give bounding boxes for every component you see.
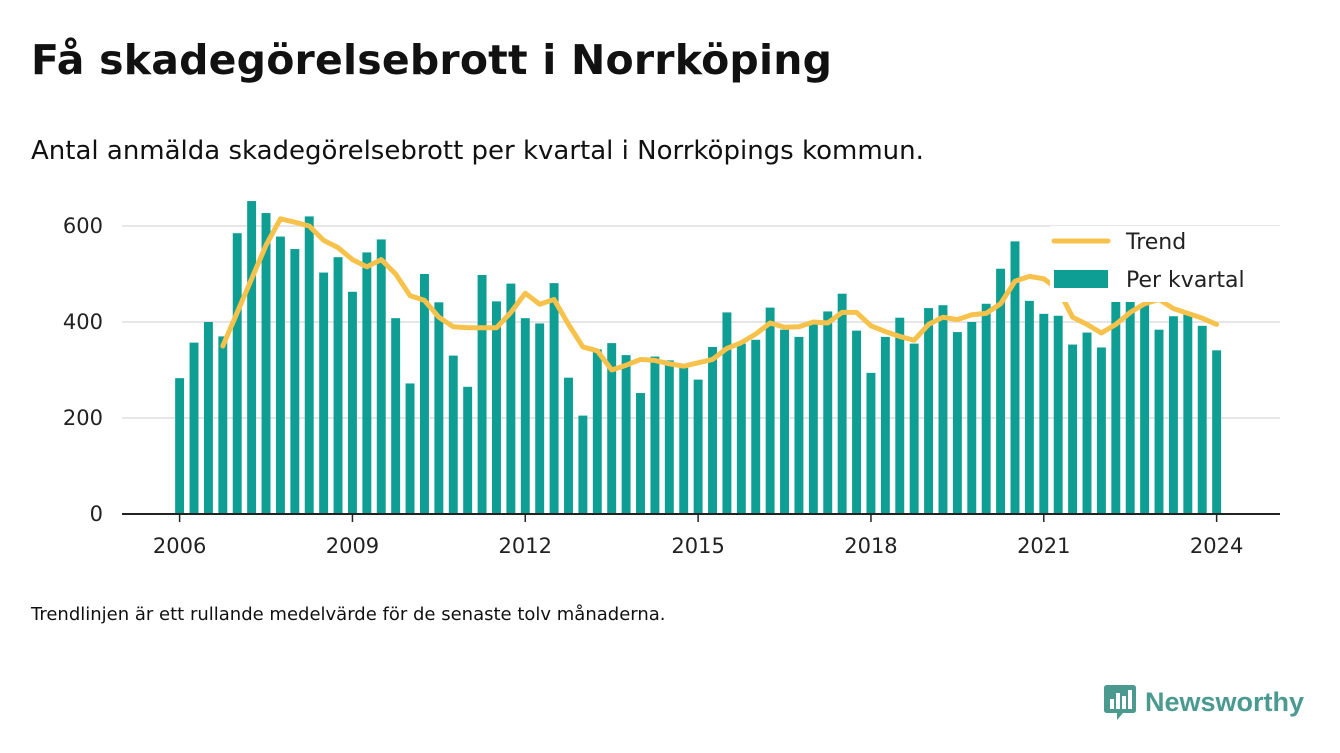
bar [1024, 300, 1034, 514]
bar [909, 343, 919, 514]
footnote: Trendlinjen är ett rullande medelvärde f… [31, 604, 666, 625]
bar [808, 323, 818, 514]
bar [218, 336, 228, 514]
bar [650, 356, 660, 514]
bar [852, 330, 862, 514]
bar [247, 201, 257, 515]
bar [1197, 325, 1207, 514]
brand-logo: Newsworthy [1103, 683, 1304, 721]
legend-bars-label: Per kvartal [1126, 268, 1245, 293]
bar [938, 305, 948, 514]
bar [520, 318, 530, 514]
bar [952, 332, 962, 514]
bar [333, 257, 343, 514]
x-tick-label: 2018 [844, 534, 897, 558]
y-tick-label: 0 [90, 502, 103, 526]
bar [232, 233, 242, 514]
bar [837, 293, 847, 514]
bar [1154, 329, 1164, 514]
bar-series-per-kvartal [175, 201, 1222, 515]
bar [1168, 316, 1178, 514]
bar [967, 322, 977, 514]
bar [347, 291, 357, 514]
bar [679, 367, 689, 514]
bar [304, 216, 314, 514]
legend-trend-label: Trend [1125, 230, 1186, 255]
bar [924, 308, 934, 514]
chart-subtitle: Antal anmälda skadegörelsebrott per kvar… [31, 136, 924, 166]
bar [535, 323, 545, 514]
bar [722, 312, 732, 514]
bar [751, 339, 761, 514]
legend-bars-swatch [1054, 270, 1108, 288]
bar [175, 378, 185, 514]
bar [1111, 275, 1121, 514]
bar [492, 301, 501, 514]
bar [420, 274, 429, 514]
bar [996, 268, 1006, 514]
bar [823, 311, 833, 514]
bar [981, 303, 991, 514]
y-tick-label: 600 [63, 214, 103, 238]
bar [391, 318, 401, 514]
bar [1082, 332, 1092, 514]
legend: Trend Per kvartal [1050, 226, 1280, 302]
y-tick-label: 200 [63, 406, 103, 430]
bar-chart-speech-icon [1104, 685, 1136, 720]
bar [261, 213, 271, 515]
chart-title: Få skadegörelsebrott i Norrköping [31, 36, 833, 84]
bar [880, 336, 890, 514]
bar [578, 415, 588, 514]
bar [780, 329, 789, 514]
bar [362, 252, 372, 514]
x-tick-label: 2024 [1190, 534, 1243, 558]
bar [592, 349, 602, 514]
bar [448, 355, 458, 514]
bar [319, 272, 329, 514]
bar [506, 283, 516, 514]
bar [434, 302, 444, 514]
bar [564, 377, 573, 514]
bar [765, 307, 775, 514]
bar [1125, 293, 1135, 514]
bar [189, 342, 199, 514]
bar [1068, 344, 1078, 514]
bar [1053, 315, 1063, 514]
bar [549, 283, 559, 514]
brand-name: Newsworthy [1145, 686, 1305, 717]
bar [477, 274, 487, 514]
bar [1010, 241, 1020, 515]
bar [1140, 305, 1150, 514]
bar [1096, 347, 1106, 514]
bar [693, 379, 703, 514]
bar [708, 346, 717, 514]
y-tick-label: 400 [63, 310, 103, 334]
chart-area: 0 200 400 600 2006 2009 2012 2015 2018 2021 2024 T… [63, 201, 1280, 558]
x-tick-label: 2015 [671, 534, 724, 558]
bar [794, 336, 804, 514]
bar [463, 386, 473, 514]
bar [636, 393, 645, 514]
bar [736, 343, 746, 514]
bar [1183, 312, 1193, 514]
bar [1039, 313, 1049, 514]
x-tick-label: 2012 [499, 534, 552, 558]
bar [405, 383, 415, 514]
bar [203, 322, 213, 514]
bar [664, 360, 674, 514]
x-tick-label: 2021 [1017, 534, 1070, 558]
x-tick-label: 2006 [153, 534, 206, 558]
bar [621, 355, 631, 514]
bar [275, 236, 285, 514]
bar [866, 372, 876, 514]
x-tick-label: 2009 [326, 534, 379, 558]
bar [895, 317, 905, 514]
bar [607, 343, 617, 514]
bar [376, 239, 386, 514]
bar [1212, 350, 1222, 514]
bar [290, 249, 300, 515]
axes: 0 200 400 600 2006 2009 2012 2015 2018 2021 2024 [63, 214, 1280, 558]
